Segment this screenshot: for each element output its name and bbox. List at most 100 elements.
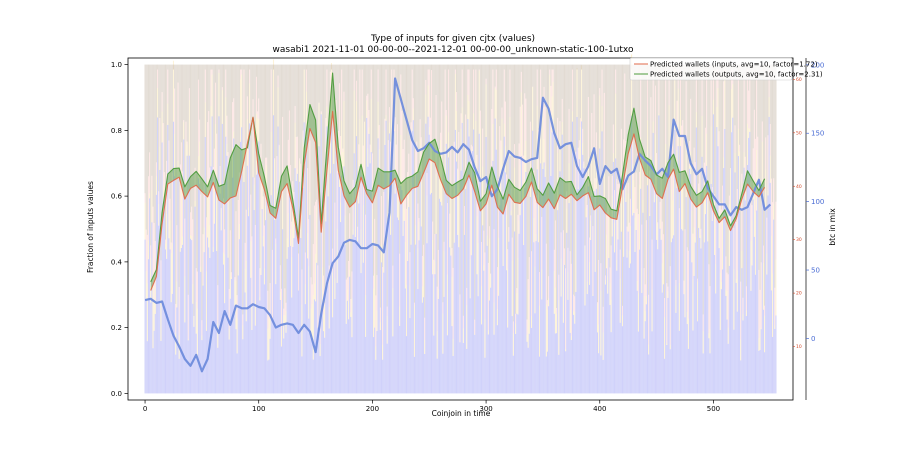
fraction-bar-other xyxy=(391,69,393,120)
fraction-bar-remix xyxy=(420,181,422,227)
fraction-bar-top xyxy=(147,64,149,177)
fraction-bar-fresh xyxy=(658,115,660,394)
fraction-bar-remix xyxy=(410,182,412,245)
fraction-bar-top xyxy=(240,64,242,70)
fraction-bar-remix xyxy=(384,130,386,145)
fraction-bar-top xyxy=(185,64,187,122)
fraction-bar-remix xyxy=(249,83,251,124)
fraction-bar-other xyxy=(658,69,660,114)
fraction-bar-other xyxy=(502,191,504,214)
fraction-bar-other xyxy=(629,198,631,227)
fraction-bar-fresh xyxy=(197,178,199,394)
fraction-bar-fresh xyxy=(395,174,397,394)
fraction-bar-remix xyxy=(293,210,295,239)
fraction-bar-other xyxy=(388,107,390,123)
fraction-bar-top xyxy=(371,64,373,154)
fraction-bar-fresh xyxy=(473,129,475,394)
fraction-bar-remix xyxy=(561,121,563,135)
fraction-bar-remix xyxy=(740,339,742,361)
fraction-bar-top xyxy=(526,64,528,320)
fraction-bar-other xyxy=(279,265,281,293)
fraction-bar-fresh xyxy=(503,136,505,394)
fraction-bar-other xyxy=(554,220,556,288)
fraction-bar-top xyxy=(170,64,172,243)
fraction-bar-fresh xyxy=(400,185,402,394)
fraction-bar-other xyxy=(212,167,214,247)
fraction-bar-top xyxy=(649,64,651,171)
fraction-bar-top xyxy=(616,64,618,179)
fraction-bar-other xyxy=(656,153,658,188)
fraction-bar-top xyxy=(188,64,190,89)
fraction-bar-remix xyxy=(617,213,619,240)
fraction-bar-remix xyxy=(267,328,269,361)
fraction-bar-other xyxy=(562,230,564,266)
fraction-bar-remix xyxy=(334,278,336,299)
fraction-bar-fresh xyxy=(165,249,167,394)
fraction-bar-remix xyxy=(240,79,242,142)
fraction-bar-top xyxy=(764,64,766,306)
fraction-bar-fresh xyxy=(611,236,613,394)
fraction-bar-top xyxy=(552,64,554,70)
fraction-bar-fresh xyxy=(607,293,609,394)
fraction-bar-other xyxy=(733,227,735,270)
fraction-bar-remix xyxy=(566,208,568,233)
fraction-bar-top xyxy=(544,64,546,107)
fraction-bar-other xyxy=(521,104,523,186)
fraction-bar-remix xyxy=(158,203,160,226)
fraction-bar-top xyxy=(145,64,147,230)
fraction-bar-remix xyxy=(656,187,658,240)
fraction-bar-fresh xyxy=(346,300,348,394)
fraction-bar-fresh xyxy=(384,144,386,394)
fraction-bar-other xyxy=(349,213,351,270)
fraction-bar-top xyxy=(308,64,310,220)
fraction-bar-remix xyxy=(354,195,356,237)
fraction-bar-remix xyxy=(272,59,275,116)
fraction-bar-top xyxy=(227,64,229,153)
fraction-bar-remix xyxy=(193,316,195,327)
fraction-bar-other xyxy=(587,96,589,157)
fraction-bar-other xyxy=(740,281,742,340)
fraction-bar-fresh xyxy=(641,292,643,394)
fraction-bar-remix xyxy=(324,305,326,338)
stacked-input-fraction-bars xyxy=(144,54,777,394)
fraction-bar-other xyxy=(441,101,443,151)
fraction-bar-other xyxy=(495,69,497,90)
fraction-bar-top xyxy=(238,64,240,173)
fraction-bar-top xyxy=(686,64,688,248)
fraction-bar-fresh xyxy=(645,304,647,394)
fraction-bar-fresh xyxy=(225,136,227,394)
fraction-bar-fresh xyxy=(387,217,389,394)
fraction-bar-other xyxy=(180,142,182,191)
fraction-bar-remix xyxy=(371,209,373,245)
fraction-bar-fresh xyxy=(750,290,752,394)
fraction-bar-remix xyxy=(242,325,244,340)
fraction-bar-other xyxy=(601,69,603,107)
fraction-bar-top xyxy=(518,64,520,144)
fraction-bar-fresh xyxy=(272,115,275,394)
fraction-bar-top xyxy=(744,64,746,157)
fraction-bar-other xyxy=(188,88,190,101)
fraction-bar-fresh xyxy=(221,123,223,394)
fraction-bar-fresh xyxy=(525,171,527,394)
fraction-bar-remix xyxy=(599,95,601,149)
fraction-bar-fresh xyxy=(502,265,504,394)
fraction-bar-remix xyxy=(175,333,177,355)
fraction-bar-remix xyxy=(348,301,350,320)
fraction-bar-fresh xyxy=(262,246,264,394)
fraction-bar-remix xyxy=(424,340,426,355)
fraction-bar-other xyxy=(611,175,613,196)
fraction-bar-other xyxy=(704,127,706,191)
fraction-bar-top xyxy=(499,64,501,127)
fraction-bar-top xyxy=(303,64,305,70)
fraction-bar-remix xyxy=(521,185,523,201)
fraction-bar-top xyxy=(260,64,262,144)
fraction-bar-remix xyxy=(704,190,706,215)
fraction-bar-fresh xyxy=(558,354,560,394)
fraction-bar-remix xyxy=(507,268,509,328)
fraction-bar-other xyxy=(443,241,445,252)
fraction-bar-fresh xyxy=(457,234,459,394)
fraction-bar-other xyxy=(209,167,211,226)
fraction-bar-fresh xyxy=(440,201,442,394)
fraction-bar-other xyxy=(376,275,378,311)
fraction-bar-fresh xyxy=(689,168,691,394)
